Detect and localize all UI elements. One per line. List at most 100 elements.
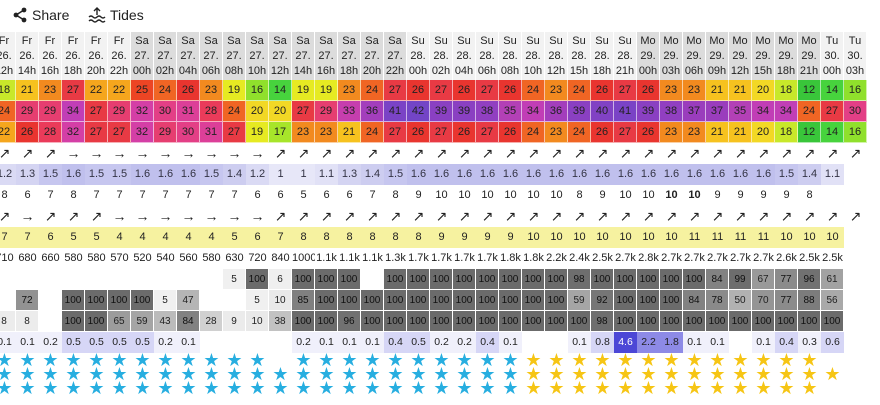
temperature-cell: 24 bbox=[568, 122, 591, 143]
header-date: 27. bbox=[203, 50, 219, 62]
cloud-cover-cell: 100 bbox=[499, 290, 522, 311]
temperature-cell: 21 bbox=[338, 122, 361, 143]
temperature-cell: 14 bbox=[821, 80, 844, 101]
temperature-cell: 22 bbox=[108, 80, 131, 101]
wind-speed-cell: 10 bbox=[614, 227, 637, 248]
wave-period-cell: 10 bbox=[614, 185, 637, 206]
wind-direction-arrow: ↗ bbox=[780, 208, 793, 224]
wave-direction-arrow: ↗ bbox=[435, 145, 448, 161]
star-icon: ★ bbox=[571, 378, 588, 395]
star-icon: ★ bbox=[709, 378, 726, 395]
wind-direction-arrow: ↗ bbox=[0, 208, 11, 224]
star-icon: ★ bbox=[571, 364, 588, 384]
wind-speed-cell: 9 bbox=[476, 227, 499, 248]
temperature-cell: 27 bbox=[821, 101, 844, 122]
cloud-cover-cell bbox=[844, 269, 867, 290]
wave-height-cell: 1.1 bbox=[315, 164, 338, 185]
cloud-cover-cell: 100 bbox=[384, 269, 407, 290]
wind-direction-arrow: ↗ bbox=[481, 208, 494, 224]
star-icon: ★ bbox=[19, 353, 36, 370]
wind-direction-arrow: ↗ bbox=[596, 208, 609, 224]
wave-period-cell: 9 bbox=[407, 185, 430, 206]
precipitation-cell bbox=[269, 332, 292, 353]
star-icon: ★ bbox=[65, 353, 82, 370]
wave-energy-cell: 630 bbox=[223, 248, 246, 269]
wind-direction-arrow: ↗ bbox=[757, 208, 770, 224]
temperature-cell: 20 bbox=[269, 101, 292, 122]
star-icon: ★ bbox=[456, 353, 473, 370]
time-header-cell: Sa 27. 22h bbox=[384, 32, 407, 80]
wave-height-cell: 1.6 bbox=[177, 164, 200, 185]
time-header-cell: Sa 27. 04h bbox=[177, 32, 200, 80]
temperature-cell: 34 bbox=[775, 101, 798, 122]
header-date: 28. bbox=[433, 50, 449, 62]
header-time: 10h bbox=[247, 65, 267, 77]
tides-button[interactable]: Tides bbox=[88, 5, 144, 25]
wind-speed-cell: 8 bbox=[384, 227, 407, 248]
cloud-cover-cell: 100 bbox=[637, 290, 660, 311]
header-day: Fr bbox=[44, 35, 56, 47]
precipitation-cell: 0.5 bbox=[131, 332, 154, 353]
temperature-cell: 39 bbox=[430, 101, 453, 122]
header-date: 28. bbox=[456, 50, 472, 62]
temperature-cell: 27 bbox=[430, 80, 453, 101]
star-icon: ★ bbox=[594, 353, 611, 370]
star-icon: ★ bbox=[548, 364, 565, 384]
star-icon: ★ bbox=[456, 378, 473, 395]
rating-cell: ★ ★ ★ bbox=[16, 353, 39, 395]
wave-direction-arrow: ↗ bbox=[343, 145, 356, 161]
rating-cell: ★ ★ ★ bbox=[706, 353, 729, 395]
cloud-cover-cell: 100 bbox=[108, 290, 131, 311]
temperature-cell: 41 bbox=[384, 101, 407, 122]
cloud-cover-cell: 43 bbox=[154, 311, 177, 332]
temperature-cell: 23 bbox=[545, 122, 568, 143]
rating-cell: ★ ★ ★ bbox=[430, 353, 453, 395]
star-icon: ★ bbox=[295, 353, 312, 370]
wind-direction-arrow: ↗ bbox=[389, 208, 402, 224]
precipitation-cell: 0.4 bbox=[775, 332, 798, 353]
wind-speed-cell: 10 bbox=[568, 227, 591, 248]
header-date: 29. bbox=[663, 50, 679, 62]
wind-direction-arrow: ↗ bbox=[665, 208, 678, 224]
share-button[interactable]: Share bbox=[12, 5, 69, 25]
wind-speed-cell bbox=[844, 227, 867, 248]
star-icon: ★ bbox=[778, 378, 795, 395]
temperature-cell: 21 bbox=[16, 80, 39, 101]
wave-period-cell: 7 bbox=[223, 185, 246, 206]
wave-direction-arrow: ↗ bbox=[274, 145, 287, 161]
wind-speed-cell: 10 bbox=[522, 227, 545, 248]
temperature-row: 2226283227273229303127191723232124272627… bbox=[0, 122, 867, 143]
wave-energy-cell: 1.3k bbox=[384, 248, 407, 269]
wave-period-cell: 8 bbox=[798, 185, 821, 206]
star-icon: ★ bbox=[801, 364, 818, 384]
star-icon: ★ bbox=[410, 353, 427, 370]
star-icon: ★ bbox=[180, 378, 197, 395]
star-icon: ★ bbox=[42, 364, 59, 384]
cloud-cover-cell: 100 bbox=[453, 269, 476, 290]
wave-energy-row: 7106806605805805705205405605806307208401… bbox=[0, 248, 867, 269]
star-icon: ★ bbox=[295, 364, 312, 384]
wind-direction-arrow: → bbox=[227, 208, 242, 224]
star-icon: ★ bbox=[755, 364, 772, 384]
star-icon: ★ bbox=[134, 378, 151, 395]
temperature-cell: 32 bbox=[62, 122, 85, 143]
cloud-cover-cell bbox=[85, 269, 108, 290]
star-icon: ★ bbox=[732, 378, 749, 395]
header-date: 27. bbox=[364, 50, 380, 62]
wave-energy-cell: 1000 bbox=[292, 248, 315, 269]
wave-period-cell: 6 bbox=[315, 185, 338, 206]
wave-energy-cell: 1.1k bbox=[361, 248, 384, 269]
header-time: 18h bbox=[592, 65, 612, 77]
wind-speed-cell: 8 bbox=[315, 227, 338, 248]
wave-energy-cell: 2.5k bbox=[798, 248, 821, 269]
temperature-cell: 38 bbox=[476, 101, 499, 122]
wave-period-cell: 9 bbox=[591, 185, 614, 206]
star-icon: ★ bbox=[203, 378, 220, 395]
temperature-cell: 29 bbox=[154, 122, 177, 143]
wave-period-cell: 7 bbox=[177, 185, 200, 206]
temperature-cell: 14 bbox=[821, 122, 844, 143]
header-day: Mo bbox=[778, 35, 794, 47]
wave-period-cell: 10 bbox=[545, 185, 568, 206]
cloud-cover-cell: 98 bbox=[568, 269, 591, 290]
star-icon: ★ bbox=[571, 353, 588, 370]
